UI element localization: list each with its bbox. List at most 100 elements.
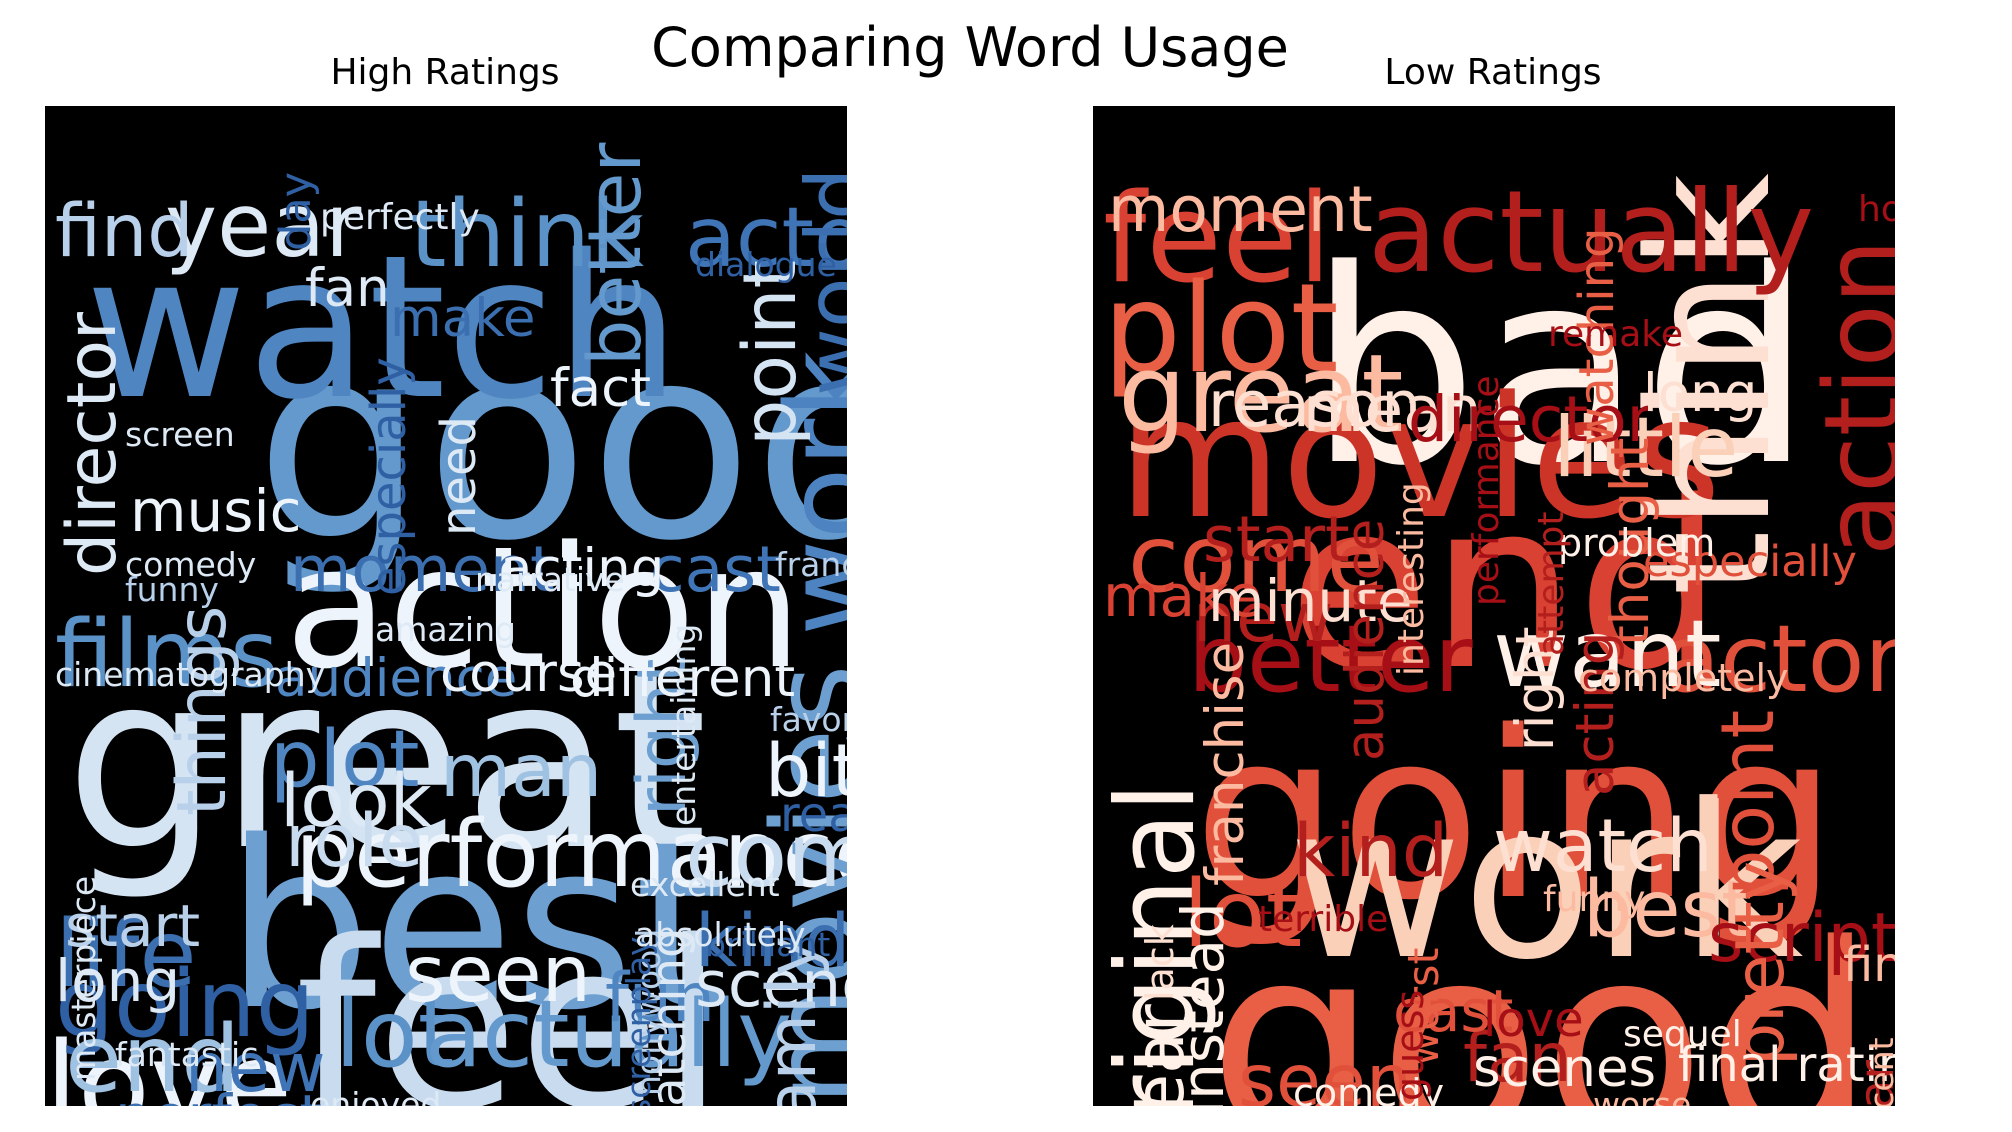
word-fact: fact [550, 358, 651, 419]
word-fan: fan [305, 258, 390, 319]
word-going: going [55, 950, 315, 1058]
word-make: make [390, 288, 536, 349]
word-think: think [410, 180, 644, 288]
word-seen: seen [1238, 1039, 1412, 1106]
word-completely: completely [1578, 656, 1789, 700]
word-director: director [1408, 383, 1653, 456]
word-comedy: comedy [1293, 1071, 1444, 1106]
word-great: great [1118, 332, 1404, 457]
word-family: family [753, 936, 832, 1106]
word-real: real [780, 787, 847, 843]
word-instead: instead [1169, 902, 1237, 1106]
word-end: end [1288, 453, 1723, 721]
word-bad: bad [1308, 213, 1812, 525]
word-fantastic: fantastic [115, 1035, 258, 1074]
word-actually: actually [1368, 166, 1814, 298]
panel-title-high: High Ratings [330, 52, 560, 93]
word-films: films [55, 600, 278, 708]
word-year: year [1121, 1004, 1200, 1106]
word-screenplay: screenplay [619, 936, 658, 1106]
word-kind: kind [695, 899, 847, 984]
word-man: man [440, 729, 602, 814]
word-honestly: honestly [1891, 1042, 1895, 1106]
word-work: work [1288, 759, 1803, 1007]
word-music: music [130, 477, 301, 545]
word-right: right [1505, 626, 1566, 751]
word-fun: fun [605, 959, 715, 1038]
word-find: find [1843, 937, 1895, 993]
word-going: going [1193, 683, 1838, 951]
word-terrible: terrible [1258, 899, 1388, 940]
word-life: life [55, 900, 197, 1008]
word-right: right [623, 656, 702, 816]
word-performance: performance [295, 800, 847, 908]
word-action: action [1803, 239, 1895, 556]
word-worst: worst [1399, 948, 1449, 1066]
word-final-rating: final rating [1678, 1037, 1895, 1093]
word-day: day [271, 172, 321, 251]
word-scenes: scenes [1473, 1038, 1656, 1099]
word-world: world [788, 167, 847, 396]
word-lot: lot [1183, 860, 1302, 968]
word-things: things [163, 606, 242, 816]
word-bit: bit [765, 729, 847, 814]
word-plot: plot [270, 715, 420, 805]
word-excellent: excellent [630, 865, 780, 904]
word-watch: watch [1493, 804, 1712, 889]
word-good: good [255, 288, 847, 600]
word-especially: especially [1643, 537, 1857, 587]
word-course: course [440, 643, 617, 704]
word-different: different [570, 648, 795, 709]
word-little: little [1553, 399, 1738, 496]
word-favorite: favorite [770, 700, 847, 739]
word-actually: actually [425, 980, 792, 1088]
word-kind: kind [1293, 809, 1448, 894]
word-year: year [165, 174, 362, 277]
word-better: better [1188, 605, 1473, 713]
word-best: best [225, 793, 725, 1061]
word-fan: fan [1463, 1019, 1572, 1098]
word-cast: cast [650, 533, 781, 606]
word-problem: problem [1558, 521, 1715, 565]
word-cast: cast [1393, 977, 1513, 1045]
word-lack: lack [1138, 924, 1182, 1001]
word-absolutely: absolutely [635, 915, 806, 954]
word-minute: minute [1208, 567, 1413, 635]
word-perfect: perfect [115, 1082, 322, 1106]
word-come: come [1128, 505, 1384, 613]
word-horror: horror [1858, 189, 1895, 230]
word-feel: feel [1103, 168, 1332, 311]
word-lot: lot [335, 980, 454, 1088]
word-moment: moment [290, 533, 555, 606]
word-brilliant: brilliant [705, 925, 830, 964]
word-best: best [1583, 865, 1752, 955]
word-find: find [55, 189, 194, 274]
word-pretty: pretty [1721, 861, 1800, 1066]
word-start: start [65, 892, 200, 960]
word-think: think [1612, 173, 1808, 596]
word-especially: especially [361, 357, 417, 596]
word-narrative: narrative [475, 560, 625, 599]
word-attempt: attempt [1531, 512, 1572, 656]
word-entertaining: entertaining [664, 624, 703, 826]
word-good: good [1208, 888, 1876, 1106]
word-make: make [1103, 562, 1262, 630]
panel-title-low: Low Ratings [1384, 52, 1602, 93]
word-franchise: franchise [775, 545, 847, 584]
word-end: end [65, 1005, 240, 1106]
word-look: look [280, 759, 433, 844]
word-masterpiece: masterpiece [64, 876, 103, 1081]
word-films: films [1383, 1103, 1679, 1106]
word-need: need [431, 416, 487, 536]
word-movies: movies [1118, 360, 1721, 556]
word-far: far [1849, 1060, 1895, 1106]
word-start: start [1203, 503, 1350, 576]
word-great: great [65, 621, 708, 904]
word-new: new [1193, 579, 1334, 658]
word-director: director [53, 312, 132, 576]
word-acting: acting [1565, 632, 1626, 796]
word-remake: remake [1548, 314, 1683, 355]
word-work: work [760, 350, 847, 636]
word-dialogue: dialogue [695, 245, 837, 284]
